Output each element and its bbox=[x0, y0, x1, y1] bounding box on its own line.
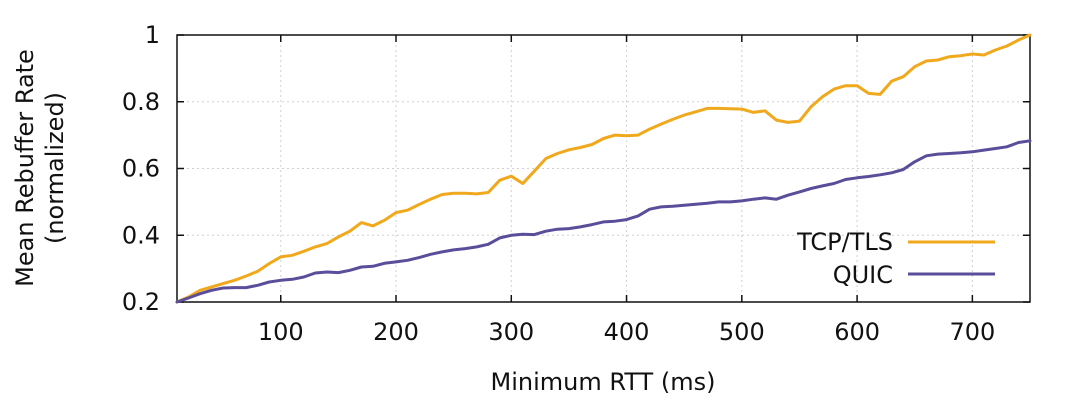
x-tick-label: 600 bbox=[834, 318, 880, 346]
x-axis-title: Minimum RTT (ms) bbox=[491, 368, 716, 396]
y-tick-label: 0.6 bbox=[122, 155, 160, 183]
legend-label-quic: QUIC bbox=[833, 261, 893, 289]
x-tick-label: 100 bbox=[258, 318, 304, 346]
y-axis-title-sub: (normalized) bbox=[41, 92, 69, 244]
x-tick-label: 700 bbox=[949, 318, 995, 346]
legend: TCP/TLS QUIC bbox=[796, 228, 995, 289]
y-tick-label: 0.4 bbox=[122, 221, 160, 249]
x-tick-label: 400 bbox=[604, 318, 650, 346]
y-tick-label: 1 bbox=[145, 21, 160, 49]
y-tick-label: 0.8 bbox=[122, 88, 160, 116]
grid bbox=[177, 35, 1030, 302]
series-line-quic bbox=[175, 139, 1032, 304]
x-tick-label: 300 bbox=[488, 318, 534, 346]
y-axis-title: Mean Rebuffer Rate bbox=[11, 49, 39, 287]
series-lines bbox=[175, 33, 1032, 304]
y-tick-label: 0.2 bbox=[122, 288, 160, 316]
x-tick-label: 500 bbox=[719, 318, 765, 346]
legend-label-tcp-tls: TCP/TLS bbox=[796, 228, 893, 256]
x-tick-label: 200 bbox=[373, 318, 419, 346]
axis-ticks: 100 200 300 400 500 600 700 0.2 0.4 0.6 0.8 1 bbox=[122, 21, 1030, 346]
series-line-tcp-tls bbox=[175, 33, 1032, 304]
